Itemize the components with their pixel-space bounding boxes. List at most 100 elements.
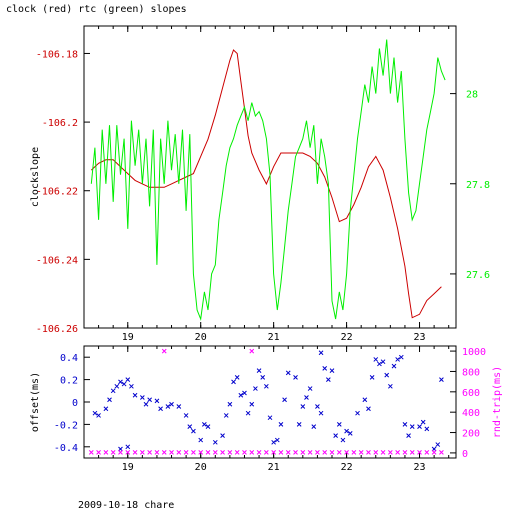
y-tick-label: 0: [72, 398, 78, 409]
rnd-trip-point: [227, 450, 233, 455]
y-tick-label: 0.4: [60, 353, 78, 364]
y2-tick-label: 1000: [462, 347, 486, 358]
offset-point: [395, 357, 401, 362]
offset-point: [245, 410, 251, 416]
offset-point: [220, 433, 225, 438]
rnd-trip-point: [169, 450, 174, 455]
offset-panel: 19 20 21 22 23 0.4 0.2 0 -0.2 -0.4 1000 800 600 400 20…: [30, 345, 503, 473]
rnd-trip-point: [402, 450, 408, 455]
offset-point: [183, 413, 189, 418]
offset-point: [169, 401, 174, 407]
offset-point: [340, 437, 346, 443]
rnd-trip-point: [336, 450, 342, 455]
y-axis-label: offset(ms): [30, 372, 41, 432]
y-axis-label: clockslope: [30, 147, 41, 207]
rnd-trip-point: [424, 450, 430, 455]
offset-point: [260, 375, 266, 380]
rnd-trip-point: [366, 450, 371, 455]
x-tick-label: 20: [195, 332, 207, 343]
rnd-trip-point: [293, 450, 298, 455]
offset-point: [125, 377, 131, 382]
x-tick-label: 19: [122, 462, 134, 473]
offset-point: [409, 424, 415, 429]
y2-tick-label: 27.6: [466, 270, 490, 281]
offset-point: [267, 415, 273, 421]
offset-point: [355, 410, 360, 416]
offset-point: [205, 424, 211, 429]
rnd-trip-point: [409, 450, 415, 455]
offset-point: [391, 363, 397, 369]
offset-point: [198, 437, 204, 443]
offset-point: [227, 401, 233, 407]
rnd-trip-point: [212, 450, 218, 455]
offset-point: [253, 386, 258, 391]
y2-tick-label: 400: [462, 408, 480, 419]
y2-tick-label: 800: [462, 367, 480, 378]
offset-point: [107, 397, 112, 403]
offset-point: [121, 381, 127, 387]
offset-point: [96, 413, 101, 418]
offset-point: [147, 397, 153, 403]
offset-point: [369, 375, 375, 380]
offset-point: [402, 422, 408, 427]
rnd-trip-point: [431, 450, 437, 455]
rnd-trip-point: [322, 450, 328, 455]
offset-point: [366, 406, 371, 412]
rnd-trip-point: [110, 450, 116, 455]
offset-point: [322, 366, 328, 371]
offset-point: [238, 392, 244, 398]
offset-point: [154, 398, 160, 404]
rnd-trip-point: [380, 450, 386, 455]
offset-point: [311, 424, 317, 429]
offset-point: [304, 395, 309, 400]
rnd-trip-point: [387, 450, 393, 455]
offset-point: [231, 379, 236, 385]
y-tick-label: -106.24: [36, 255, 78, 266]
offset-point: [274, 437, 280, 443]
rnd-trip-point: [271, 450, 277, 455]
rnd-trip-point: [198, 450, 204, 455]
y2-axis-label: rnd-trip(ms): [492, 366, 503, 438]
y2-tick-label: 0: [462, 449, 468, 460]
offset-point: [377, 361, 382, 367]
offset-point: [143, 401, 149, 407]
x-tick-label: 22: [341, 332, 353, 343]
offset-point: [165, 404, 171, 409]
rnd-trip-point: [249, 450, 255, 455]
x-tick-label: 22: [341, 462, 353, 473]
x-tick-label: 21: [268, 462, 280, 473]
rnd-trip-point: [263, 450, 269, 455]
y2-tick-label: 27.8: [466, 180, 490, 191]
y2-tick-label: 28: [466, 90, 478, 101]
offset-point: [318, 350, 324, 356]
offset-point: [187, 424, 193, 429]
offset-point: [139, 395, 145, 400]
offset-point: [315, 404, 320, 409]
y-tick-label: -0.2: [54, 420, 78, 431]
offset-point: [132, 392, 138, 398]
y-tick-label: -106.22: [36, 187, 78, 198]
offset-point: [278, 422, 284, 427]
rnd-trip-point: [103, 450, 109, 455]
offset-point: [417, 424, 422, 429]
offset-point: [92, 410, 98, 416]
footer-label: 2009-10-18 chare: [78, 500, 175, 511]
offset-point: [325, 377, 331, 382]
offset-point: [307, 386, 313, 391]
y2-tick-label: 200: [462, 429, 480, 440]
x-tick-label: 23: [414, 332, 426, 343]
offset-point: [282, 397, 287, 403]
offset-point: [125, 444, 131, 450]
chart-title: clock (red) rtc (green) slopes: [6, 4, 187, 15]
rnd-trip-point: [161, 348, 167, 354]
offset-point: [129, 383, 134, 389]
offset-point: [223, 413, 229, 418]
offset-point: [373, 357, 379, 362]
offset-point: [435, 442, 441, 447]
x-tick-label: 20: [195, 462, 207, 473]
rnd-trip-point: [154, 450, 160, 455]
offset-point: [285, 370, 291, 376]
rnd-trip-point: [125, 450, 131, 455]
offset-point: [300, 404, 306, 409]
rtc-series-line: [90, 39, 446, 321]
